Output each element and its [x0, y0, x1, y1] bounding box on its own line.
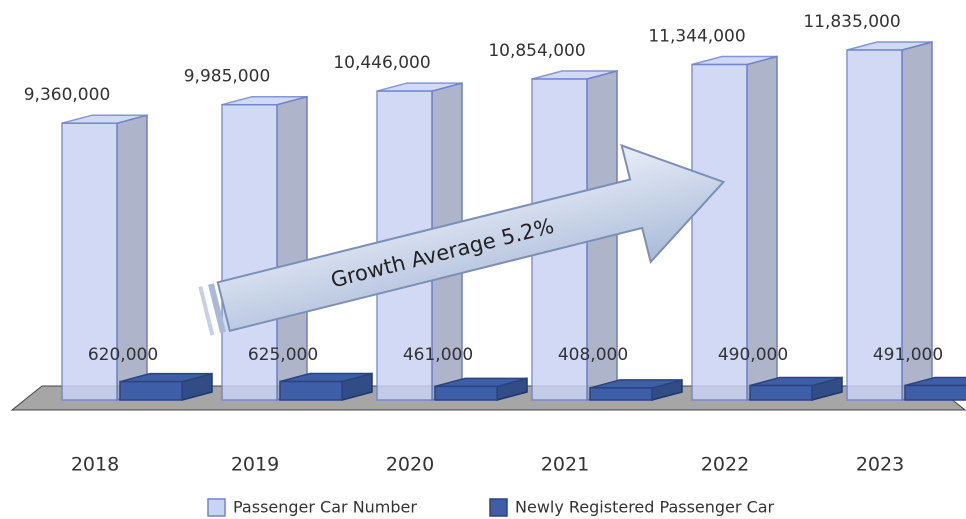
value-label: 490,000	[718, 345, 788, 365]
value-label: 620,000	[88, 345, 158, 365]
bar-new	[119, 372, 213, 401]
x-tick-label: 2021	[541, 454, 589, 476]
legend-swatch	[207, 498, 226, 517]
bar-new-front	[119, 380, 183, 401]
arrow: Growth Average 5.2%	[198, 143, 726, 336]
bar-new-front	[749, 384, 813, 401]
bar-total	[691, 55, 778, 401]
value-label: 491,000	[873, 345, 943, 365]
value-label: 9,985,000	[184, 67, 271, 87]
x-tick-label: 2020	[386, 454, 434, 476]
legend-label: Newly Registered Passenger Car	[515, 498, 775, 517]
value-label: 11,835,000	[803, 12, 900, 32]
bar-total-front	[61, 122, 118, 401]
bar-total-front	[221, 103, 278, 401]
bar-new	[904, 376, 966, 401]
bar-total	[846, 41, 933, 401]
bar-total	[221, 95, 308, 401]
legend-swatch	[489, 498, 508, 517]
x-tick-label: 2023	[856, 454, 904, 476]
bar-new	[749, 376, 843, 401]
x-tick-label: 2018	[71, 454, 119, 476]
value-label: 10,446,000	[333, 53, 430, 73]
value-label: 408,000	[558, 345, 628, 365]
value-label: 461,000	[403, 345, 473, 365]
bar-new	[279, 372, 373, 401]
legend-label: Passenger Car Number	[233, 498, 417, 517]
legend: Passenger Car Number Newly Registered Pas…	[207, 498, 775, 517]
value-label: 9,360,000	[24, 85, 111, 105]
bar-new-front	[434, 385, 498, 401]
value-label: 10,854,000	[488, 41, 585, 61]
value-label: 11,344,000	[648, 27, 745, 47]
x-tick-label: 2022	[701, 454, 749, 476]
bar-new	[589, 378, 683, 401]
value-label: 625,000	[248, 345, 318, 365]
bar-total-front	[846, 49, 903, 401]
x-tick-label: 2019	[231, 454, 279, 476]
bar-new	[434, 377, 528, 401]
bar-total	[61, 114, 148, 401]
bar-total-front	[691, 63, 748, 401]
bar-new-front	[279, 380, 343, 401]
bar-new-front	[589, 387, 653, 401]
bar-new-front	[904, 384, 966, 401]
